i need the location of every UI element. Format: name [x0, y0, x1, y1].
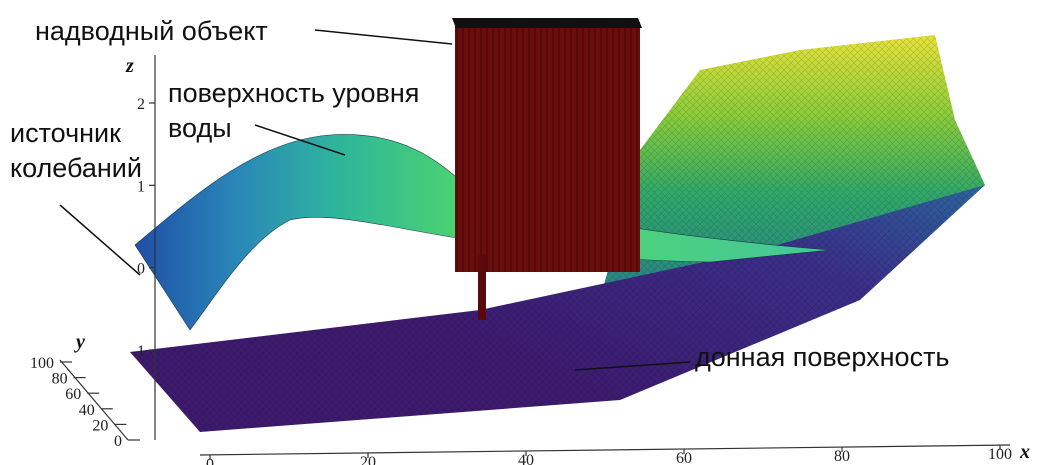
tick-label: 60	[676, 450, 692, 465]
tick-label: 40	[518, 452, 534, 465]
x-axis	[200, 445, 1010, 455]
tick-label: -1	[132, 343, 145, 360]
tick-label: 20	[360, 454, 376, 465]
axis-label: y	[74, 331, 85, 353]
tick-label: 80	[834, 448, 850, 465]
object-stripes	[455, 22, 640, 272]
tick-label: 0	[137, 261, 145, 278]
arrow	[315, 30, 452, 44]
tick-label: 100	[988, 446, 1012, 463]
tick-label: 60	[65, 386, 81, 403]
tick-label: 1	[137, 178, 145, 195]
tick-label: 80	[52, 371, 68, 388]
annotation: поверхность уровня	[168, 78, 419, 108]
object-leg	[478, 255, 486, 320]
tick-label: 100	[30, 355, 54, 372]
tick-label: 2	[137, 96, 145, 113]
annotation: источник	[10, 118, 121, 148]
axis-label: x	[1019, 441, 1030, 463]
figure: надводный объект поверхность уровня воды…	[0, 0, 1043, 465]
tick-label: 0	[206, 456, 214, 465]
tick-label: 0	[114, 433, 122, 450]
annotation: воды	[168, 113, 232, 143]
axis-label: z	[125, 55, 134, 77]
tick-label: 40	[79, 402, 95, 419]
object-top	[452, 18, 642, 28]
tick-label: 20	[92, 417, 108, 434]
annotation: колебаний	[10, 153, 142, 183]
annotation: донная поверхность	[695, 342, 950, 372]
arrow	[60, 205, 140, 275]
annotation: надводный объект	[35, 16, 268, 46]
